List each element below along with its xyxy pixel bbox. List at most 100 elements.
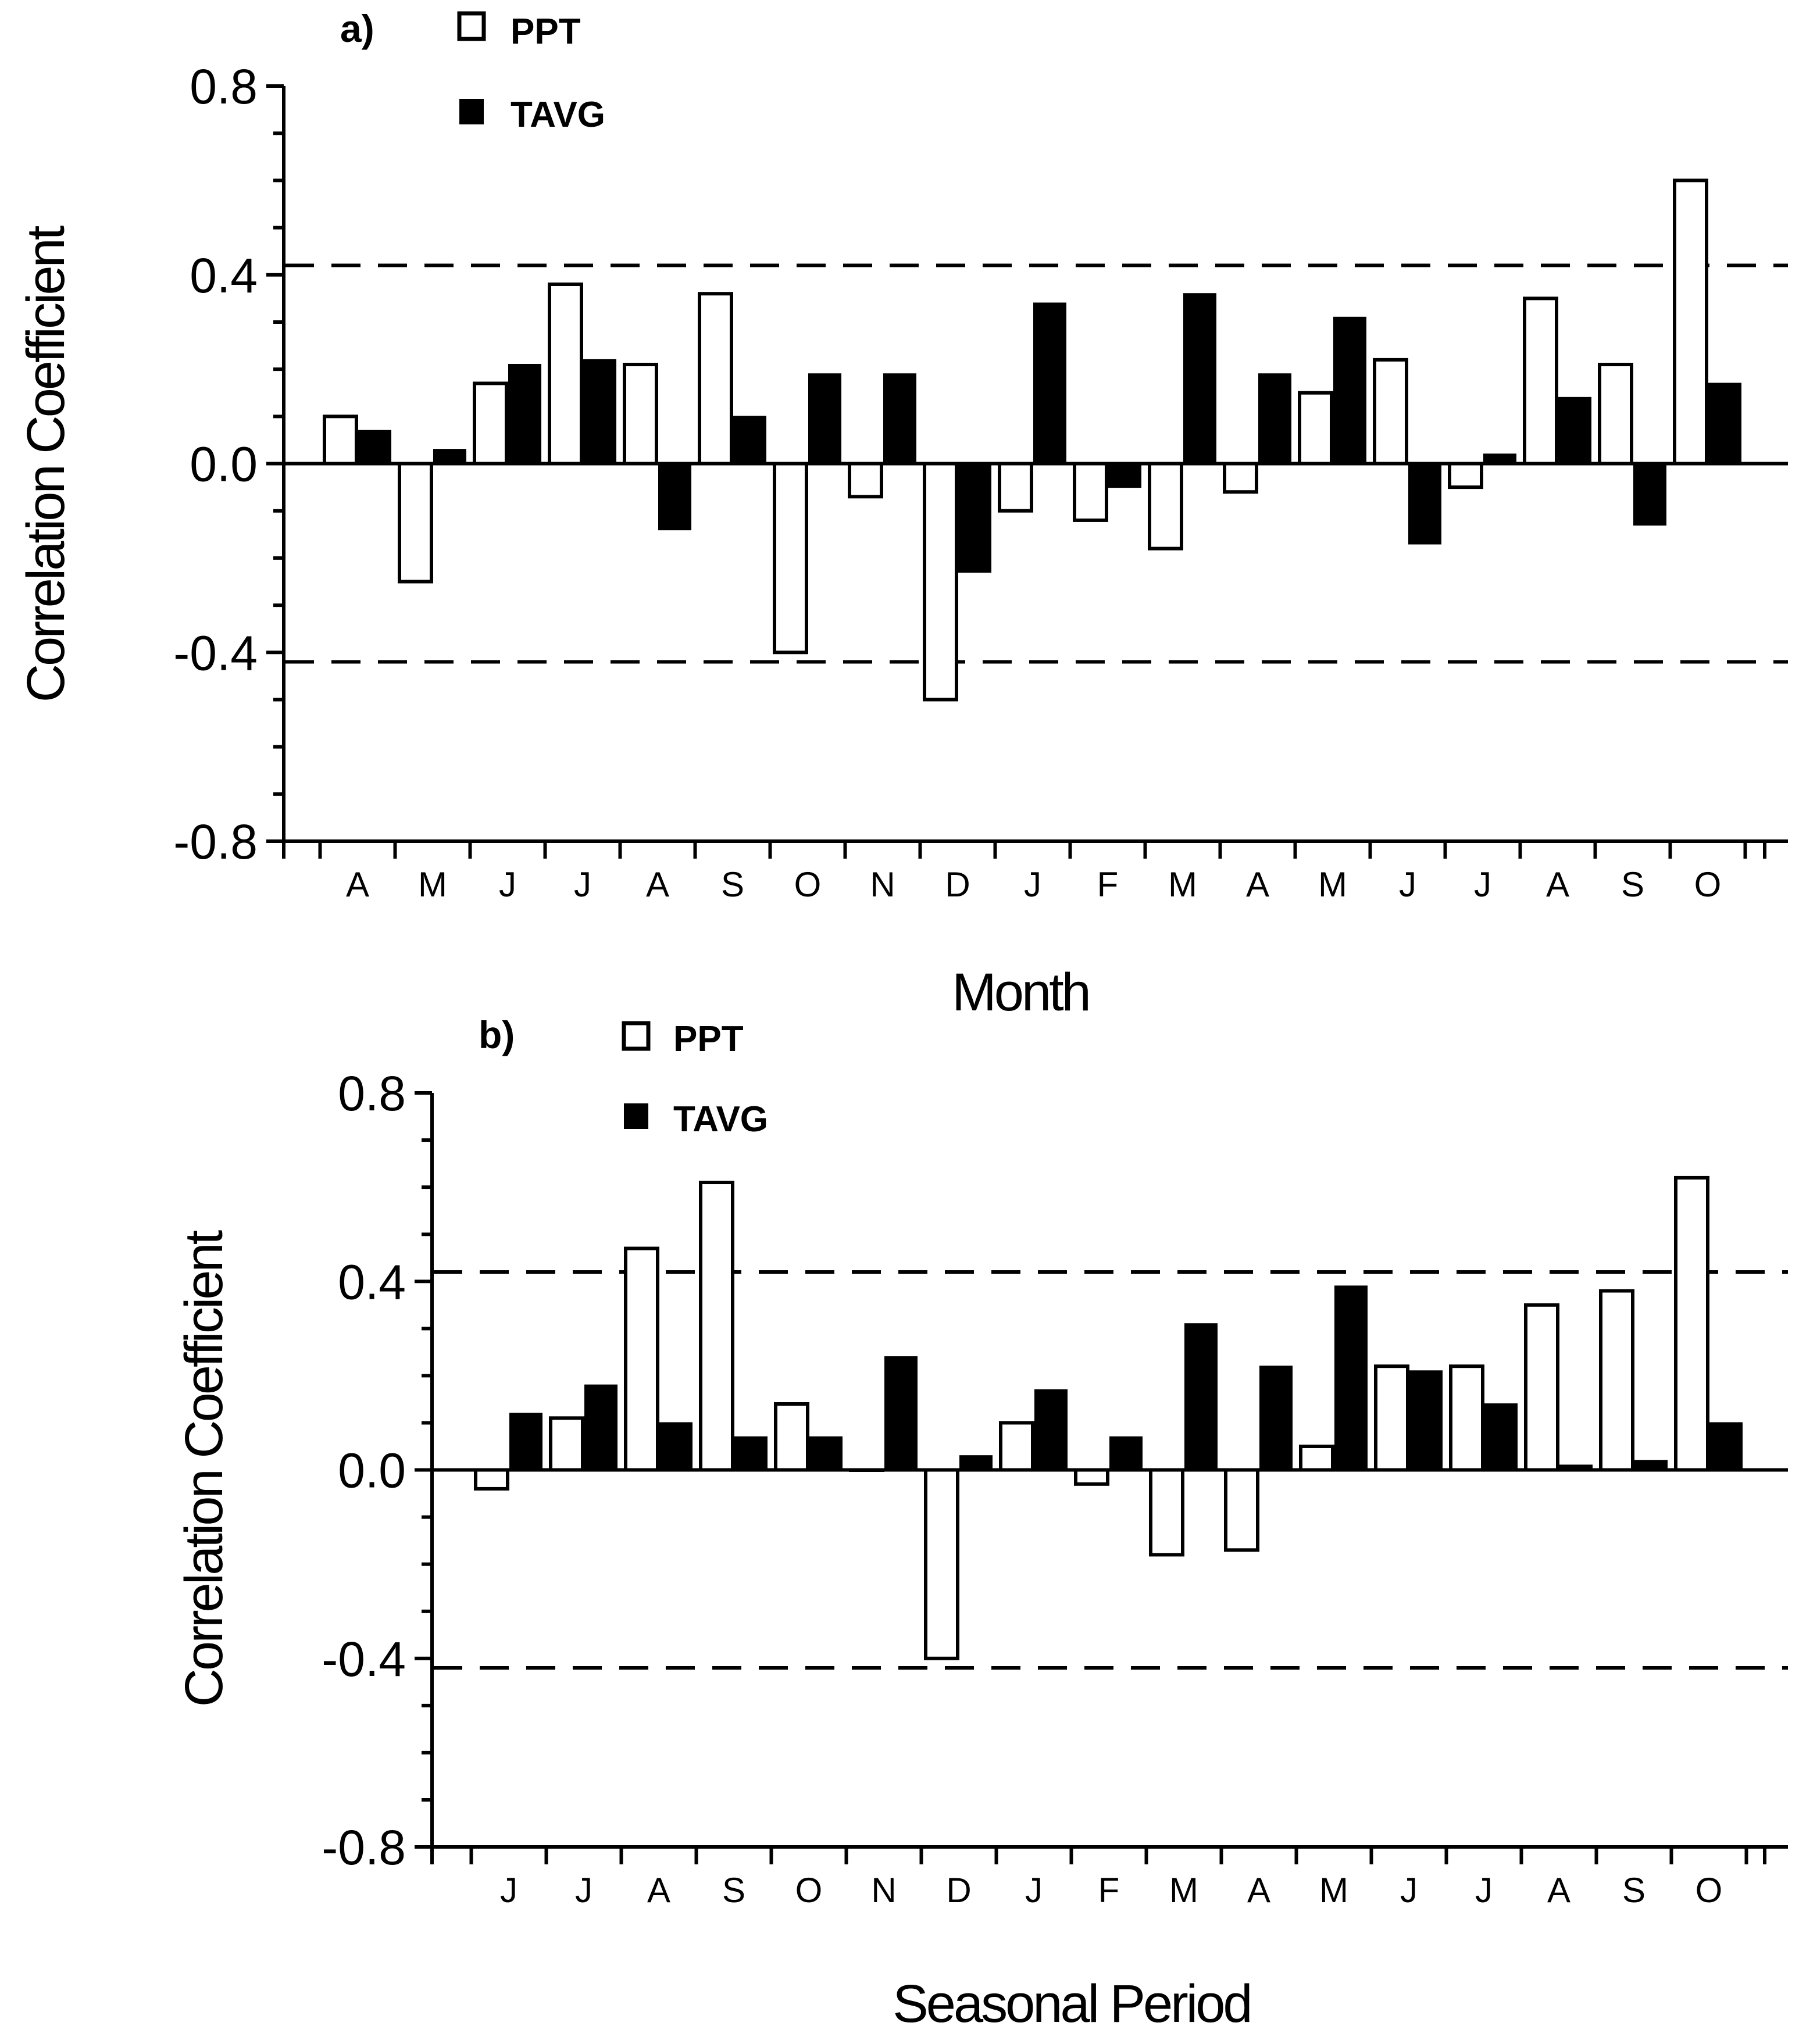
panel-a-bar-ppt	[1148, 462, 1183, 551]
panel-b-bar-ppt	[774, 1402, 809, 1472]
panel-b-legend-tavg-label: TAVG	[673, 1099, 768, 1139]
panel-b-bar-ppt	[1374, 1364, 1409, 1472]
panel-a-x-tick-label: S	[721, 865, 744, 904]
panel-a-bar-tavg	[1408, 463, 1441, 545]
panel-b-bar-ppt	[1224, 1468, 1259, 1552]
panel-b-x-tick-label: M	[1319, 1871, 1348, 1910]
panel-a-bar-tavg	[658, 463, 691, 531]
panel-a-x-tick-label: S	[1621, 865, 1644, 904]
panel-a-bar-tavg	[883, 373, 916, 464]
panel-a-bar-ppt	[1073, 462, 1108, 522]
panel-a-plot: 0.8 0.4 0.0 -0.4 -0.8 A M J J A S O N D J F M A M J J A S O	[173, 59, 1788, 904]
panel-b-x-tick-label: J	[1400, 1871, 1418, 1910]
panel-a-x-tick-label: J	[1024, 865, 1041, 904]
panel-b-bar-tavg	[884, 1356, 918, 1471]
panel-a-legend-tavg-swatch	[459, 99, 484, 124]
panel-b-bar-tavg	[509, 1413, 542, 1471]
panel-a-bar-tavg	[733, 416, 766, 464]
panel-a-bar-ppt	[1298, 391, 1333, 466]
panel-b-x-tick-label: M	[1169, 1871, 1198, 1910]
panel-a-bar-tavg	[1033, 302, 1066, 464]
panel-b-x-tick-label: A	[647, 1871, 670, 1910]
panel-a-x-tick-label: M	[1168, 865, 1197, 904]
panel-a-x-tick-label: A	[346, 865, 369, 904]
panel-a-bar-tavg	[1633, 463, 1666, 526]
panel-a-bar-ppt	[623, 363, 658, 466]
panel-a-bar-tavg	[583, 359, 616, 464]
panel-a-bar-ppt	[848, 462, 883, 499]
panel-a-bar-ppt	[548, 282, 583, 466]
panel-b-x-tick-label: A	[1547, 1871, 1570, 1910]
panel-a-x-tick-label: J	[1399, 865, 1416, 904]
panel-a-x-tick-label: A	[646, 865, 669, 904]
panel-b-legend-tavg-swatch	[624, 1103, 648, 1129]
panel-a-bar-ppt	[1673, 178, 1708, 466]
panel-b: b) PPT TAVG 0.8 0.4 0.0 -0.4 -0.8 J J A S O N D J F M A…	[174, 1013, 1788, 2034]
panel-b-label: b)	[479, 1013, 515, 1056]
panel-a-bar-ppt	[1523, 296, 1558, 466]
panel-a-x-tick-label: J	[1474, 865, 1491, 904]
panel-b-bar-tavg	[659, 1422, 693, 1471]
panel-a-bar-tavg	[958, 463, 991, 573]
panel-b-bar-ppt	[624, 1246, 659, 1472]
panel-a-bar-ppt	[1373, 358, 1408, 466]
panel-a-bar-tavg	[1558, 396, 1591, 464]
panel-b-legend-ppt-label: PPT	[673, 1019, 744, 1059]
panel-b-bar-tavg	[1709, 1422, 1743, 1471]
panel-a: a) PPT TAVG 0.8 0.4 0.0 -0.4 -0.8 A M J J A S O N D J F…	[16, 7, 1788, 1022]
panel-b-x-tick-label: J	[500, 1871, 517, 1910]
panel-b-x-tick-label: N	[871, 1871, 896, 1910]
panel-b-x-tick-label: J	[575, 1871, 592, 1910]
panel-b-y-tick-label: -0.8	[322, 1820, 406, 1875]
panel-a-x-tick-label: O	[794, 865, 822, 904]
panel-b-bar-ppt	[1074, 1468, 1109, 1486]
panel-b-x-tick-label: S	[722, 1871, 745, 1910]
panel-b-bar-ppt	[1149, 1468, 1184, 1557]
panel-a-legend-ppt-swatch	[457, 11, 486, 41]
panel-b-y-tick-label: 0.8	[338, 1066, 406, 1121]
panel-b-bar-ppt	[1299, 1444, 1334, 1472]
panel-b-bar-ppt	[474, 1468, 509, 1491]
panel-b-x-tick-label: J	[1475, 1871, 1493, 1910]
panel-b-y-tick-label: -0.4	[322, 1632, 406, 1686]
panel-b-bar-tavg	[584, 1384, 617, 1471]
panel-a-y-tick-label: 0.0	[190, 437, 258, 492]
panel-a-bar-tavg	[433, 449, 466, 464]
panel-b-x-tick-label: A	[1247, 1871, 1270, 1910]
panel-a-bar-ppt	[323, 414, 358, 466]
panel-a-bar-tavg	[1108, 463, 1141, 488]
panel-a-y-tick-label: 0.8	[190, 59, 258, 114]
panel-b-bar-tavg	[1034, 1389, 1068, 1471]
panel-b-x-tick-label: F	[1098, 1871, 1120, 1910]
panel-b-x-tick-label: D	[946, 1871, 971, 1910]
panel-a-xlabel: Month	[952, 963, 1089, 1022]
panel-b-bar-tavg	[1184, 1323, 1218, 1471]
panel-a-y-tick-label: 0.4	[190, 248, 258, 303]
panel-a-label: a)	[340, 7, 374, 50]
panel-a-bar-tavg	[1183, 293, 1216, 464]
panel-a-x-tick-label: M	[418, 865, 447, 904]
panel-b-bar-tavg	[734, 1436, 768, 1471]
panel-b-bar-tavg	[1409, 1370, 1443, 1471]
panel-a-bar-ppt	[998, 462, 1033, 513]
panel-b-bar-ppt	[699, 1181, 734, 1472]
panel-b-bar-ppt	[1599, 1289, 1634, 1472]
panel-a-bar-tavg	[1258, 373, 1291, 464]
panel-a-bar-tavg	[1333, 316, 1366, 464]
panel-a-bar-tavg	[1708, 383, 1741, 464]
panel-b-bar-tavg	[1334, 1285, 1368, 1471]
panel-b-x-tick-label: J	[1025, 1871, 1043, 1910]
panel-a-x-tick-label: N	[870, 865, 895, 904]
panel-a-bar-ppt	[473, 381, 508, 466]
panel-b-x-tick-label: O	[795, 1871, 823, 1910]
panel-b-y-tick-label: 0.0	[338, 1443, 406, 1498]
panel-b-x-tick-label: O	[1696, 1871, 1723, 1910]
panel-b-bar-ppt	[549, 1416, 584, 1472]
panel-b-bar-tavg	[1484, 1403, 1518, 1471]
panel-a-ylabel: Correlation Coefficient	[16, 226, 76, 702]
panel-b-y-tick-label: 0.4	[338, 1255, 406, 1309]
panel-a-y-tick-label: -0.4	[173, 626, 258, 680]
panel-b-legend-ppt-swatch	[622, 1021, 651, 1051]
panel-b-bar-ppt	[924, 1468, 959, 1660]
